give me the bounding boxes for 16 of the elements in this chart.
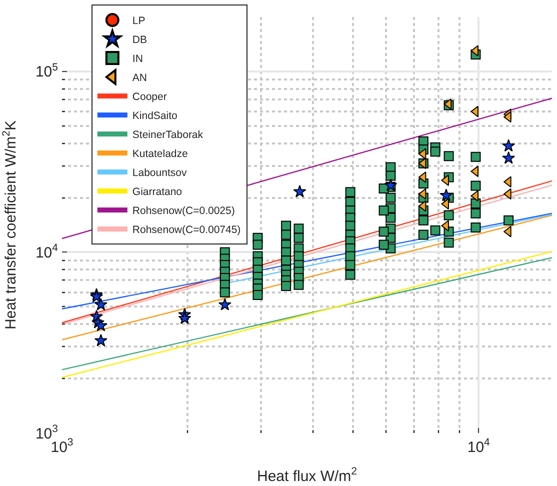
y-tick-label: 10$^{4}$ <box>35 242 58 262</box>
legend-label: Rohsenow(C=0.00745) <box>132 224 241 236</box>
x-axis-title: Heat flux W/m$^{2}$ <box>256 466 358 485</box>
y-tick-label: 10$^{3}$ <box>35 422 58 442</box>
legend-label: IN <box>132 53 143 66</box>
legend-label: LP <box>132 15 146 28</box>
legend-label: Giarratano <box>132 186 182 198</box>
legend-label: Rohsenow(C=0.0025) <box>132 205 235 218</box>
y-tick-label: 10$^{5}$ <box>35 61 58 81</box>
legend-label: SteinerTaborak <box>132 129 204 142</box>
legend-label: KindSaito <box>132 110 178 122</box>
legend-label: Cooper <box>132 91 168 104</box>
legend-label: Kutateladze <box>132 148 188 160</box>
legend-label: AN <box>132 72 147 84</box>
legend-label: DB <box>132 34 147 46</box>
legend-label: Labountsov <box>132 167 188 180</box>
